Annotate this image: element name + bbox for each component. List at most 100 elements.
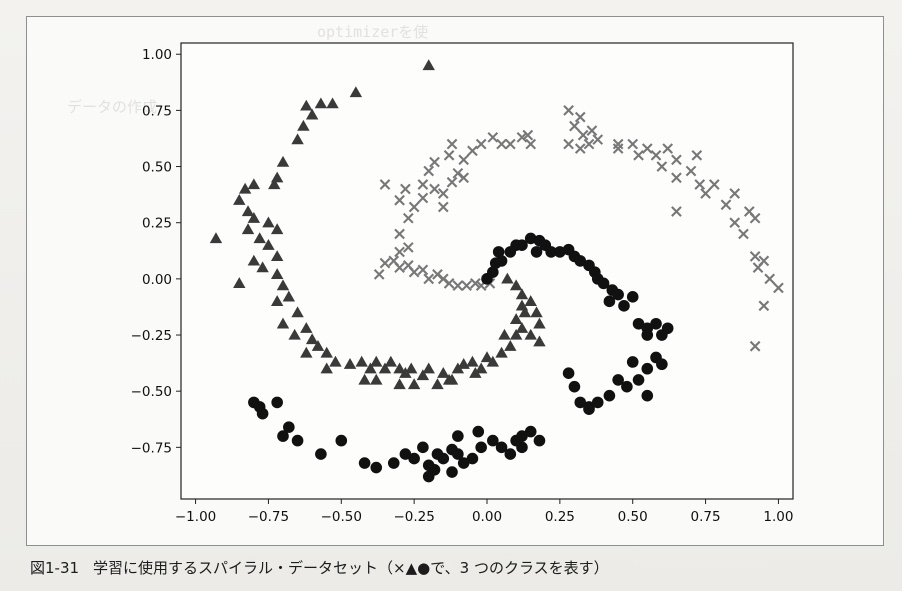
x-tick-label: 0.50 <box>618 509 648 525</box>
x-marker-point <box>671 172 682 184</box>
triangle-marker-point <box>530 306 543 318</box>
circle-marker-point <box>358 457 371 469</box>
x-marker-point <box>586 125 598 136</box>
x-marker-point <box>563 105 574 116</box>
x-marker-point <box>522 129 534 141</box>
circle-marker-point <box>533 434 546 447</box>
triangle-marker-point <box>253 232 266 244</box>
triangle-marker-point <box>233 277 246 289</box>
triangle-marker-point <box>233 194 246 205</box>
triangle-marker-point <box>518 306 532 318</box>
x-marker-point <box>446 138 458 150</box>
x-marker-point <box>700 188 711 199</box>
circle-marker-point <box>612 288 624 301</box>
x-marker-point <box>641 143 653 154</box>
triangle-marker-point <box>288 328 301 340</box>
x-marker-point <box>694 179 706 190</box>
triangle-marker-point <box>486 355 500 367</box>
x-marker-point <box>563 138 574 150</box>
x-marker-point <box>574 143 586 154</box>
triangle-marker-point <box>291 306 304 318</box>
triangle-marker-point <box>431 378 444 390</box>
triangle-marker-point <box>407 378 421 390</box>
triangle-marker-point <box>270 295 284 306</box>
x-marker-point <box>458 154 470 166</box>
triangle-marker-point <box>349 86 363 98</box>
y-tick-label: −0.50 <box>131 384 172 400</box>
x-marker-point <box>402 242 414 253</box>
triangle-marker-point <box>370 373 383 385</box>
x-marker-point <box>379 179 391 190</box>
x-marker-point <box>627 138 639 150</box>
data-points <box>209 59 784 483</box>
x-tick-label: 1.00 <box>763 509 793 525</box>
x-marker-point <box>417 192 429 204</box>
figure-frame: optimizerを使 の学習計算に使 データの作成 −1.00−0.75−0.… <box>26 16 884 546</box>
triangle-marker-point <box>405 362 418 374</box>
x-axis: −1.00 −0.75 −0.50 −0.25 0.00 0.25 0.50 0.75 1.00 <box>175 499 793 525</box>
circle-marker-point <box>597 277 610 290</box>
x-marker-point <box>685 165 697 177</box>
circle-marker-point <box>524 232 537 245</box>
circle-marker-point <box>661 322 674 335</box>
triangle-marker-point <box>416 369 430 381</box>
triangle-marker-point <box>422 59 435 71</box>
circle-marker-point <box>335 434 348 447</box>
triangle-marker-point <box>247 178 261 190</box>
triangle-marker-point <box>393 362 406 374</box>
triangle-marker-point <box>329 355 342 367</box>
x-marker-point <box>470 278 481 289</box>
triangle-marker-point <box>311 340 325 351</box>
x-marker-point <box>388 255 400 267</box>
triangle-marker-point <box>297 119 310 131</box>
circle-marker-point <box>656 358 668 371</box>
circle-marker-point <box>516 239 528 251</box>
circle-marker-point <box>504 448 517 460</box>
figure-caption-text: 学習に使用するスパイラル・データセット（×▲●で、3 つのクラスを表す） <box>93 559 609 577</box>
circle-marker-point <box>562 367 575 380</box>
figure-caption: 図1-31 学習に使用するスパイラル・データセット（×▲●で、3 つのクラスを表す… <box>30 557 870 578</box>
y-tick-label: 1.00 <box>142 47 172 63</box>
triangle-marker-point <box>238 182 252 194</box>
circle-marker-point <box>516 430 528 442</box>
triangle-marker-point <box>320 346 333 358</box>
circle-marker-point <box>641 389 654 402</box>
y-tick-label: 0.75 <box>142 103 172 119</box>
figure-number: 図1-31 <box>30 559 80 577</box>
circle-marker-point <box>452 430 464 442</box>
y-tick-label: −0.75 <box>131 440 172 456</box>
x-marker-point <box>749 251 761 262</box>
x-marker-point <box>432 269 443 280</box>
triangle-marker-point <box>247 212 261 223</box>
triangle-marker-point <box>276 317 290 329</box>
x-marker-point <box>452 280 464 291</box>
x-marker-point <box>417 179 429 190</box>
circle-marker-point <box>495 441 508 454</box>
circle-marker-point <box>632 317 645 330</box>
circle-marker-point <box>632 374 645 386</box>
triangle-marker-point <box>515 322 529 333</box>
circle-marker-point <box>256 407 269 420</box>
x-marker-point <box>758 300 770 312</box>
triangle-marker-point <box>437 367 450 378</box>
x-marker-point <box>475 138 487 150</box>
x-marker-point <box>394 228 405 240</box>
triangle-marker-point <box>399 367 412 378</box>
x-marker-point <box>394 194 405 206</box>
circle-marker-point <box>545 246 557 258</box>
x-marker-point <box>373 269 385 280</box>
circle-marker-point <box>621 380 633 393</box>
triangle-marker-point <box>495 346 508 358</box>
triangle-marker-point <box>509 279 523 291</box>
x-tick-label: −0.25 <box>393 509 434 525</box>
triangle-marker-point <box>320 362 333 374</box>
triangle-marker-point <box>268 178 281 190</box>
svg-text:データの作成: データの作成 <box>67 98 157 116</box>
x-marker-point <box>592 134 604 145</box>
triangle-marker-point <box>480 351 494 363</box>
x-marker-point <box>487 132 499 143</box>
triangle-marker-point <box>300 322 313 333</box>
triangle-marker-point <box>300 346 313 358</box>
x-marker-point <box>458 172 470 184</box>
